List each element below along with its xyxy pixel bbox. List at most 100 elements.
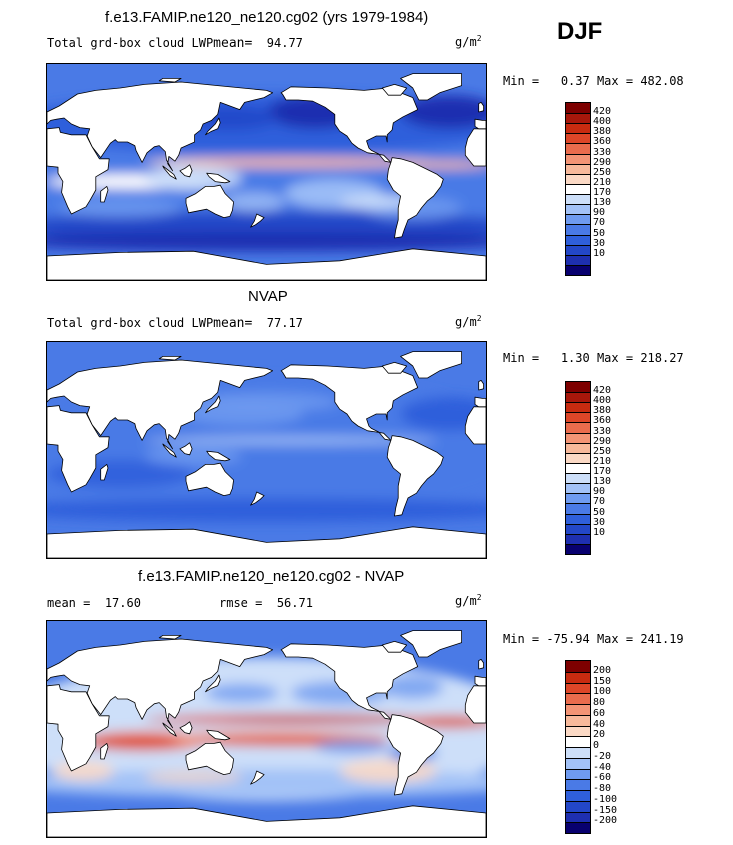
field-region <box>59 198 182 218</box>
colorbar-swatch <box>566 133 590 144</box>
colorbar-label: 90 <box>593 486 606 498</box>
panel1-range: Min = 0.37 Max = 482.08 <box>503 74 684 88</box>
colorbar-label: 380 <box>593 405 612 417</box>
panel1-variable: Total grd-box cloud LWP <box>47 36 214 50</box>
colorbar-swatch <box>566 693 590 704</box>
field-region <box>144 166 243 190</box>
land-arctic_is <box>158 634 182 640</box>
colorbar-label: 420 <box>593 106 612 118</box>
colorbar-label: 170 <box>593 187 612 199</box>
colorbar-swatch <box>566 422 590 433</box>
field-region <box>181 160 426 165</box>
colorbar-swatch <box>566 113 590 124</box>
colorbar-swatch <box>566 523 590 534</box>
colorbar-swatch <box>566 757 590 769</box>
colorbar-swatch <box>566 254 590 265</box>
field-region <box>223 192 285 212</box>
land-newguinea <box>206 729 231 741</box>
panel2-units-exp: 2 <box>476 314 482 323</box>
panel3-map <box>46 620 487 838</box>
panel1-units-base: g/m <box>455 35 477 49</box>
land-madagascar <box>100 186 109 203</box>
field-region <box>144 446 243 466</box>
panel1-subtitle: Total grd-box cloud LWPmean= 94.77 <box>47 36 303 51</box>
colorbar-label: 50 <box>593 227 606 239</box>
panel1-min-label: Min = <box>503 74 540 88</box>
field-region <box>83 737 182 750</box>
colorbar-swatch <box>566 153 590 164</box>
colorbar-label: -60 <box>593 772 612 784</box>
panel2-mean-label: mean= <box>213 316 253 331</box>
season-label: DJF <box>557 18 603 45</box>
panel1-mean-value: 94.77 <box>266 36 303 50</box>
land-greatbritain <box>478 659 485 670</box>
colorbar-label: 380 <box>593 126 612 138</box>
colorbar-swatch <box>566 671 590 683</box>
land-samerica <box>386 157 444 239</box>
panel2-map <box>46 341 487 559</box>
panel2-min-label: Min = <box>503 351 540 365</box>
colorbar-swatch <box>566 264 590 275</box>
colorbar-swatch <box>566 736 590 747</box>
colorbar-label: 200 <box>593 664 612 676</box>
colorbar-label: 70 <box>593 496 606 508</box>
colorbar-swatch <box>566 811 590 823</box>
panel3-rmse-label: rmse = <box>219 596 263 610</box>
land-greenland <box>400 73 463 101</box>
colorbar-swatch <box>566 779 590 790</box>
colorbar-swatch <box>566 194 590 205</box>
colorbar-label: 400 <box>593 395 612 407</box>
panel3-colorbar <box>565 660 591 834</box>
colorbar-swatch <box>566 493 590 504</box>
land-iberia <box>474 396 486 408</box>
colorbar-swatch <box>566 214 590 225</box>
colorbar-label: -80 <box>593 783 612 794</box>
panel3-units-base: g/m <box>455 594 477 608</box>
land-borneo <box>179 442 193 456</box>
land-australia <box>185 462 235 497</box>
land-africaW <box>464 685 486 724</box>
land-greatbritain <box>478 102 485 113</box>
land-japan <box>205 674 221 693</box>
field-region <box>400 397 486 431</box>
panel1-colorbar <box>565 102 591 276</box>
colorbar-swatch <box>566 204 590 215</box>
panel1-max-label: Max = <box>596 74 634 88</box>
land-eurasia <box>47 81 274 172</box>
colorbar-swatch <box>566 704 590 715</box>
colorbar-label: 130 <box>593 197 612 209</box>
field-region <box>144 436 438 444</box>
colorbar-swatch <box>566 432 590 443</box>
field-region <box>223 715 419 723</box>
land-nz <box>250 213 265 228</box>
panel1-title: f.e13.FAMIP.ne120_ne120.cg02 (yrs 1979-1… <box>105 9 429 26</box>
panel1-units: g/m2 <box>455 34 482 49</box>
colorbar-label: -100 <box>593 793 618 805</box>
land-sumatra <box>162 722 177 737</box>
colorbar-swatch <box>566 143 590 154</box>
land-namerica <box>280 643 419 720</box>
land-baffin <box>381 361 408 374</box>
land-samerica <box>386 435 444 517</box>
colorbar-label: 50 <box>593 506 606 518</box>
panel1-max-value: 482.08 <box>640 74 684 88</box>
land-africa <box>47 127 110 215</box>
land-madagascar <box>100 464 109 481</box>
map-canvas <box>47 621 486 837</box>
field-region <box>290 459 389 489</box>
field-region <box>47 232 486 252</box>
colorbar-swatch <box>566 244 590 255</box>
colorbar-swatch <box>566 412 590 423</box>
colorbar-label: 290 <box>593 156 612 168</box>
panel3-units: g/m2 <box>455 593 482 608</box>
land-japan <box>205 117 221 136</box>
land-antarctica <box>47 248 486 280</box>
panel3-rmse: rmse = 56.71 <box>219 596 313 610</box>
colorbar-label: 30 <box>593 237 606 249</box>
colorbar-label: 0 <box>593 740 600 751</box>
colorbar-label: 420 <box>593 385 612 397</box>
colorbar-label: 400 <box>593 116 612 128</box>
colorbar-label: 170 <box>593 466 612 478</box>
land-arctic_is <box>158 77 182 83</box>
colorbar-swatch <box>566 462 590 474</box>
